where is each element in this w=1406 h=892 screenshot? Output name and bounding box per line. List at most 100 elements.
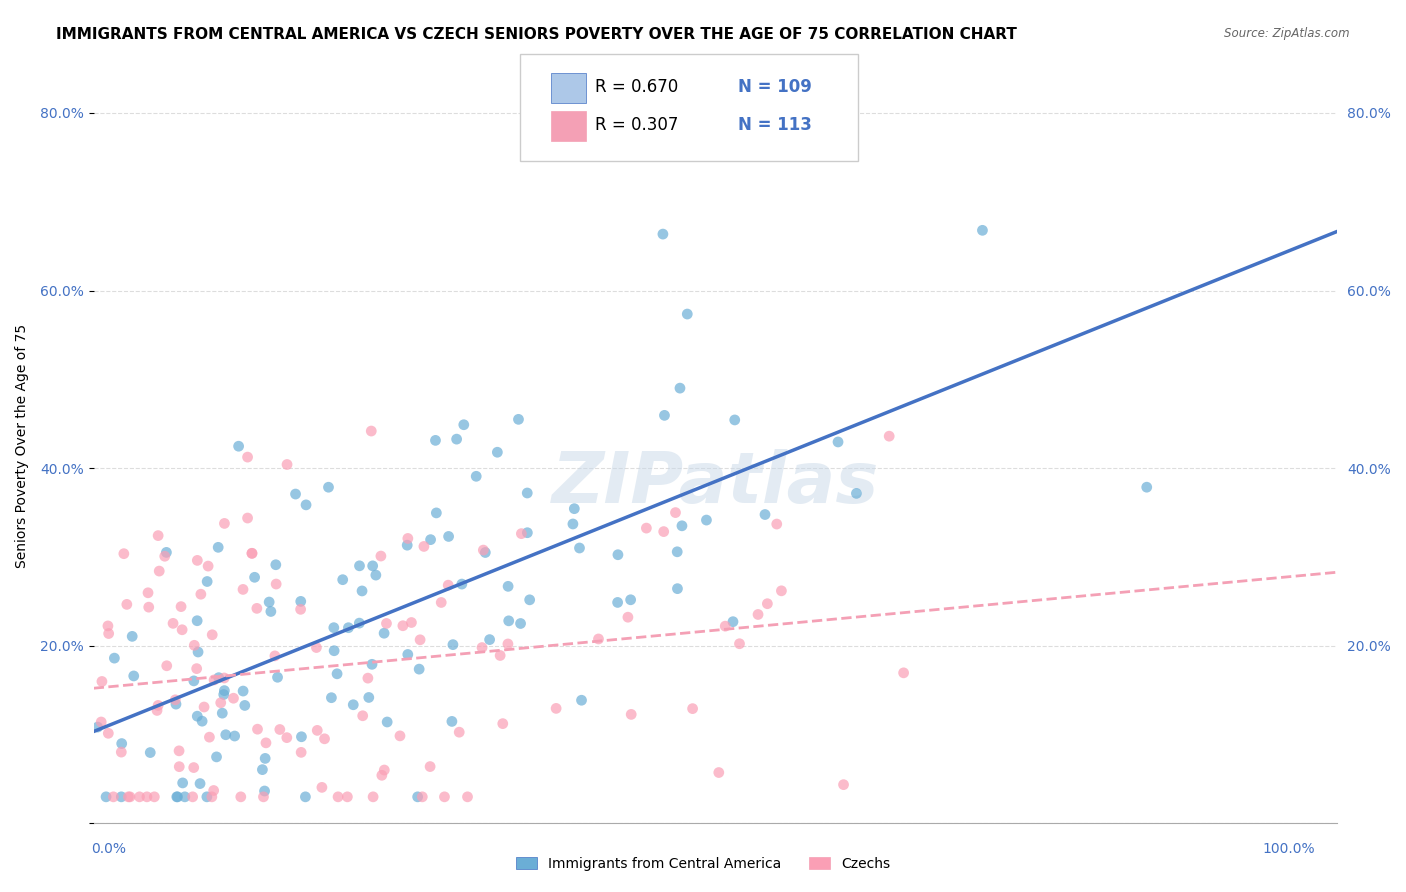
Point [664, 506, 686, 520]
Point [676, 307, 699, 321]
Point [361, 657, 384, 672]
Point [284, 487, 307, 501]
Point [396, 648, 419, 662]
Point [364, 568, 387, 582]
Text: N = 109: N = 109 [738, 78, 813, 95]
Point [361, 789, 384, 804]
Point [516, 486, 538, 500]
Point [207, 541, 229, 555]
Point [510, 526, 533, 541]
Point [827, 434, 849, 449]
Point [617, 610, 640, 624]
Point [508, 412, 530, 426]
Point [413, 540, 436, 554]
Point [370, 549, 392, 563]
Point [118, 789, 141, 804]
Point [562, 501, 585, 516]
Point [606, 595, 628, 609]
Point [440, 714, 463, 729]
Point [146, 698, 169, 713]
Point [832, 778, 855, 792]
Point [232, 684, 254, 698]
Point [276, 458, 298, 472]
Point [191, 714, 214, 728]
Point [233, 698, 256, 713]
Point [332, 573, 354, 587]
Point [254, 751, 277, 765]
Point [305, 640, 328, 655]
Point [561, 516, 583, 531]
Point [411, 789, 433, 804]
Point [845, 486, 868, 500]
Point [252, 763, 274, 777]
Point [636, 521, 658, 535]
Point [588, 632, 610, 646]
Point [620, 707, 643, 722]
Point [388, 729, 411, 743]
Point [264, 577, 287, 591]
Point [375, 714, 398, 729]
Point [371, 768, 394, 782]
Point [222, 691, 245, 706]
Point [877, 429, 900, 443]
Point [349, 616, 371, 631]
Point [666, 545, 689, 559]
Point [111, 737, 134, 751]
Point [509, 616, 531, 631]
Text: R = 0.670: R = 0.670 [595, 78, 678, 95]
Point [465, 469, 488, 483]
Point [181, 789, 204, 804]
Point [357, 690, 380, 705]
Point [450, 577, 472, 591]
Point [229, 789, 252, 804]
Point [336, 789, 359, 804]
Point [352, 708, 374, 723]
Point [195, 574, 218, 589]
Point [396, 538, 419, 552]
Point [409, 632, 432, 647]
Point [321, 690, 343, 705]
Point [765, 517, 787, 532]
Point [498, 614, 520, 628]
Point [323, 644, 346, 658]
Point [172, 623, 194, 637]
Point [211, 706, 233, 720]
Point [236, 511, 259, 525]
Point [651, 227, 673, 241]
Point [202, 673, 225, 687]
Point [112, 547, 135, 561]
Point [419, 759, 441, 773]
Point [236, 450, 259, 464]
Point [214, 516, 236, 531]
Point [117, 789, 139, 804]
Point [492, 716, 515, 731]
Point [103, 651, 125, 665]
Point [165, 693, 187, 707]
Point [425, 506, 447, 520]
Point [326, 666, 349, 681]
Point [425, 434, 447, 448]
Point [201, 628, 224, 642]
Point [437, 529, 460, 543]
Text: 0.0%: 0.0% [91, 842, 127, 856]
Point [167, 744, 190, 758]
Point [260, 605, 283, 619]
Point [290, 730, 312, 744]
Y-axis label: Seniors Poverty Over the Age of 75: Seniors Poverty Over the Age of 75 [15, 324, 30, 568]
Point [721, 615, 744, 629]
Point [212, 688, 235, 702]
Point [314, 731, 336, 746]
Point [187, 645, 209, 659]
Point [90, 714, 112, 729]
Point [253, 784, 276, 798]
Point [620, 592, 643, 607]
Point [682, 701, 704, 715]
Point [166, 789, 188, 804]
Point [571, 693, 593, 707]
Point [669, 381, 692, 395]
Text: R = 0.307: R = 0.307 [595, 116, 678, 134]
Point [214, 683, 236, 698]
Point [266, 670, 288, 684]
Point [295, 498, 318, 512]
Point [86, 720, 108, 734]
